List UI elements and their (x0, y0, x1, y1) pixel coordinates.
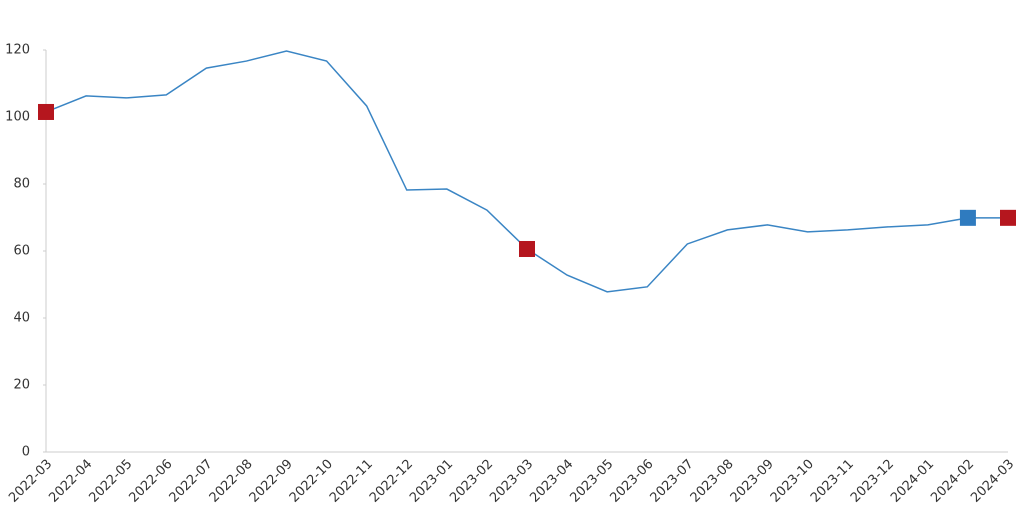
x-tick-label: 2024-01 (888, 457, 937, 506)
y-tick-label: 120 (5, 43, 30, 58)
marker (959, 209, 976, 226)
x-tick-label: 2022-07 (167, 457, 216, 506)
x-tick-label: 2024-03 (968, 457, 1017, 506)
marker (1000, 209, 1016, 226)
x-tick-label: 2023-05 (567, 457, 616, 506)
x-tick-label: 2023-09 (728, 457, 777, 506)
x-tick-label: 2024-02 (928, 457, 977, 506)
x-tick-label: 2022-11 (327, 457, 376, 506)
x-tick-label: 2023-03 (487, 457, 536, 506)
x-tick-label: 2023-11 (808, 457, 857, 506)
y-tick-label: 80 (13, 177, 30, 192)
x-tick-label: 2023-06 (608, 457, 657, 506)
y-tick-label: 100 (5, 110, 30, 125)
x-tick-label: 2022-04 (46, 457, 95, 506)
x-tick-label: 2023-07 (648, 457, 697, 506)
x-tick-label: 2022-05 (86, 457, 135, 506)
x-tick-label: 2023-08 (688, 457, 737, 506)
x-tick-label: 2023-04 (527, 457, 576, 506)
y-tick-label: 40 (13, 311, 30, 326)
y-tick-label: 20 (13, 378, 30, 393)
y-tick-label: 60 (13, 244, 30, 259)
x-tick-label: 2022-06 (127, 457, 176, 506)
x-tick-label: 2022-09 (247, 457, 296, 506)
x-tick-label: 2022-10 (287, 457, 336, 506)
x-tick-label: 2023-02 (447, 457, 496, 506)
x-tick-label: 2023-01 (407, 457, 456, 506)
x-tick-label: 2022-03 (6, 457, 55, 506)
x-tick-label: 2023-10 (768, 457, 817, 506)
y-tick-label: 0 (22, 445, 30, 460)
x-tick-label: 2022-12 (367, 457, 416, 506)
marker (38, 103, 54, 120)
x-tick-label: 2022-08 (207, 457, 256, 506)
marker (519, 240, 535, 257)
x-tick-label: 2023-12 (848, 457, 897, 506)
